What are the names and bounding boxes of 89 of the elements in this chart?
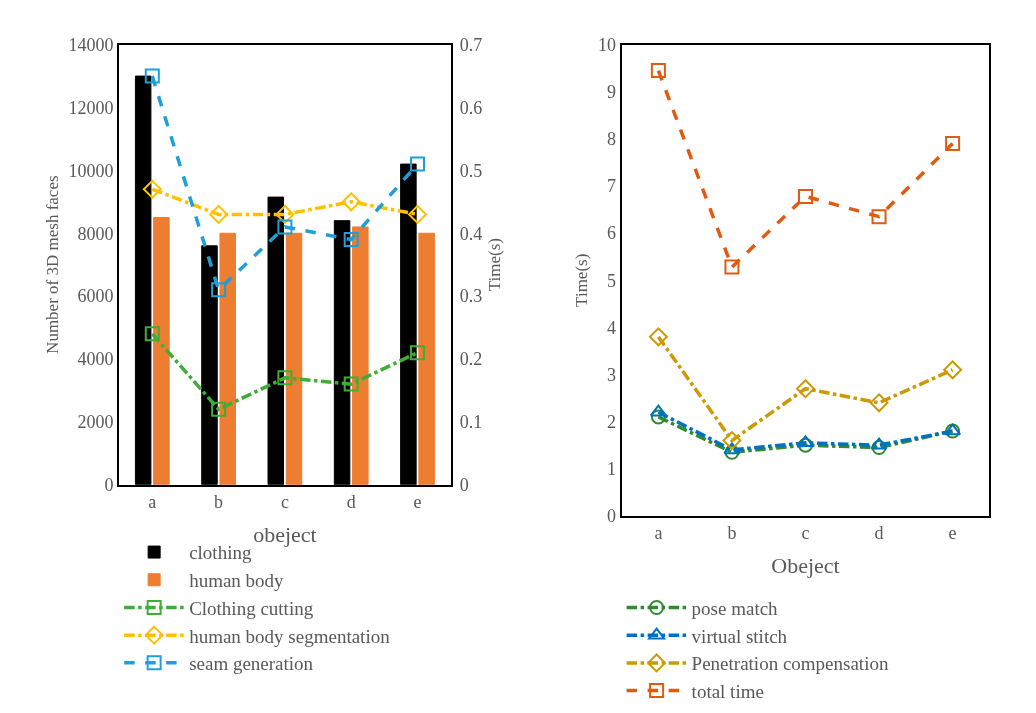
legend-label: human body segmentation <box>189 625 391 647</box>
point <box>945 136 961 152</box>
y-tick-label: 2000 <box>77 412 114 433</box>
point <box>343 232 359 248</box>
point <box>796 379 815 399</box>
legend-label: Penetration compensation <box>691 653 889 675</box>
point <box>796 435 814 448</box>
point <box>648 327 668 347</box>
y-tick-label: 0 <box>607 506 616 527</box>
point <box>722 431 742 450</box>
y-tick-label: 2 <box>607 411 616 432</box>
bar <box>418 232 435 485</box>
x-axis-title: Obeject <box>771 552 840 578</box>
point <box>410 156 426 172</box>
y-tick-label: 1 <box>607 459 616 480</box>
y-tick-label: 0 <box>104 475 114 496</box>
point <box>650 63 666 79</box>
y2-tick-label: 0.1 <box>459 412 483 433</box>
y-tick-label: 4 <box>607 317 616 338</box>
legend-label: virtual stitch <box>691 625 788 647</box>
point <box>870 437 888 450</box>
point <box>211 401 227 417</box>
point <box>341 192 361 212</box>
x-tick-label: e <box>948 523 957 544</box>
y-tick-label: 12000 <box>68 97 114 118</box>
x-tick-label: d <box>346 492 356 513</box>
point <box>650 409 666 425</box>
legend-label: total time <box>691 681 764 703</box>
legend-label: human body <box>189 570 285 592</box>
y-tick-label: 6 <box>607 223 616 244</box>
x-tick-label: a <box>654 523 663 544</box>
x-tick-label: a <box>148 492 157 513</box>
point <box>144 326 160 342</box>
point <box>723 442 741 455</box>
point <box>798 437 813 453</box>
legend-label: Clothing cutting <box>189 597 314 619</box>
legend-label: pose match <box>691 597 779 619</box>
point <box>144 68 160 84</box>
y-tick-label: 5 <box>607 270 616 291</box>
point <box>142 179 162 199</box>
y-tick-label: 9 <box>607 82 616 103</box>
bar <box>219 232 236 485</box>
point <box>408 204 427 224</box>
point <box>209 204 229 224</box>
y2-tick-label: 0.4 <box>459 223 483 244</box>
y-tick-label: 10 <box>598 34 616 55</box>
y2-tick-label: 0 <box>459 475 469 496</box>
y-tick-label: 10000 <box>68 160 114 181</box>
legend-label: clothing <box>189 542 252 564</box>
point <box>275 204 295 224</box>
x-tick-label: b <box>727 523 737 544</box>
y-tick-label: 3 <box>607 364 616 385</box>
y-axis-title: Number of 3D mesh faces <box>42 175 62 354</box>
point <box>410 345 426 361</box>
point <box>211 282 227 298</box>
y-tick-label: 4000 <box>77 349 114 370</box>
point <box>797 188 813 204</box>
x-tick-label: d <box>874 523 884 544</box>
x-tick-label: c <box>280 492 289 513</box>
y2-tick-label: 0.3 <box>459 286 483 307</box>
legend-label: seam generation <box>189 653 314 675</box>
y-tick-label: 14000 <box>68 34 114 55</box>
y2-tick-label: 0.7 <box>459 34 483 55</box>
y2-tick-label: 0.2 <box>459 349 483 370</box>
y-tick-label: 8 <box>607 129 616 150</box>
point <box>277 219 293 235</box>
point <box>871 209 887 225</box>
point <box>649 404 667 417</box>
x-axis-title: obeject <box>253 521 317 547</box>
point <box>724 444 740 460</box>
bar <box>153 217 170 485</box>
point <box>943 360 963 380</box>
point <box>277 370 293 386</box>
bar <box>352 226 369 485</box>
point <box>871 440 887 456</box>
point <box>724 259 740 275</box>
y2-tick-label: 0.6 <box>459 97 483 118</box>
point <box>869 393 889 413</box>
x-tick-label: e <box>413 492 422 513</box>
y2-axis-title: Time(s) <box>484 238 504 292</box>
point <box>343 376 359 392</box>
bar <box>285 232 303 485</box>
y-axis-title: Time(s) <box>572 253 592 307</box>
y2-tick-label: 0.5 <box>459 160 483 181</box>
x-tick-label: c <box>801 523 810 544</box>
y-tick-label: 6000 <box>77 286 114 307</box>
y-tick-label: 7 <box>607 176 616 197</box>
y-tick-label: 8000 <box>77 223 114 244</box>
x-tick-label: b <box>214 492 224 513</box>
